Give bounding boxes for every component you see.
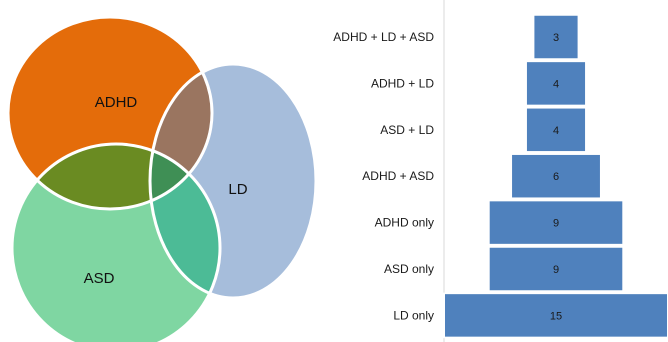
category-label: LD only: [393, 308, 434, 322]
bar-value-label: 3: [553, 32, 559, 44]
adhd-ld-overlap: [150, 64, 212, 209]
funnel-bar: [488, 246, 624, 292]
funnel-bar: [525, 60, 587, 107]
asd-label: ASD: [84, 270, 115, 287]
funnel-bar: [510, 153, 602, 199]
bar-value-label: 9: [553, 264, 559, 276]
category-label: ADHD + ASD: [362, 169, 434, 183]
bar-value-label: 4: [553, 125, 559, 137]
ld-outline: [148, 62, 318, 300]
adhd-label: ADHD: [95, 94, 138, 111]
category-label: ADHD + LD: [371, 76, 434, 90]
bar-value-label: 15: [550, 310, 562, 322]
funnel-bar: [443, 292, 668, 339]
ld-label: LD: [228, 181, 247, 198]
asd-outline: [10, 142, 222, 342]
funnel-chart: 3 ADHD + LD + ASD 4 ADHD + LD 4 ASD + LD 6 ADHD…: [333, 0, 668, 342]
adhd-outline: [6, 15, 214, 211]
bar-value-label: 4: [553, 78, 559, 90]
category-label: ADHD + LD + ASD: [333, 30, 434, 44]
category-label: ADHD only: [375, 216, 434, 230]
venn-diagram: ADHD LD ASD: [6, 15, 318, 342]
funnel-bar: [488, 199, 624, 246]
funnel-bar: [532, 14, 580, 60]
category-label: ASD only: [384, 262, 434, 276]
bar-value-label: 6: [553, 171, 559, 183]
category-label: ASD + LD: [380, 123, 434, 137]
bar-value-label: 9: [553, 218, 559, 230]
ld-asd-overlap: [150, 144, 220, 298]
funnel-bar: [525, 107, 587, 153]
